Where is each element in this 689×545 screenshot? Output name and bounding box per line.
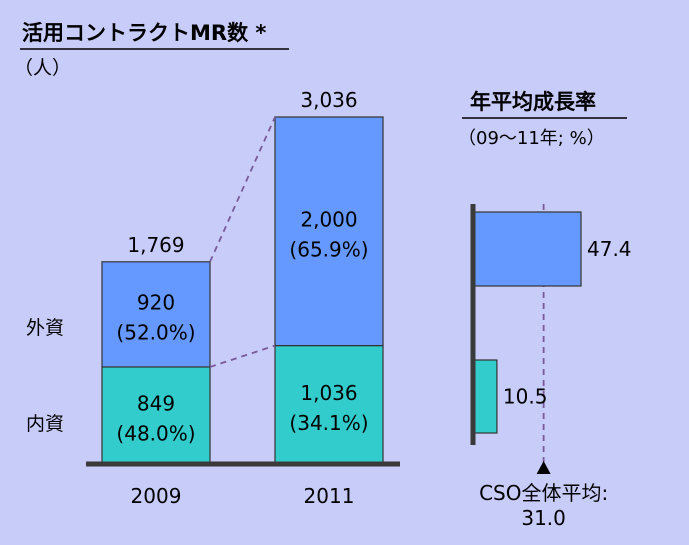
connector-mid bbox=[209, 344, 276, 368]
right-chart-subtitle: （09～11年; %） bbox=[458, 128, 605, 149]
series-label-naishi: 内資 bbox=[26, 413, 64, 435]
bar-2009-gaishi bbox=[101, 261, 211, 368]
reference-label: CSO全体平均: bbox=[479, 481, 608, 505]
bar-share-label: (34.1%) bbox=[289, 411, 368, 435]
right-chart-title: 年平均成長率 bbox=[470, 90, 596, 114]
series-label-gaishi: 外資 bbox=[26, 317, 64, 339]
right-bars-group: 47.4 10.5 CSO全体平均:31.0 bbox=[470, 204, 632, 530]
reference-marker bbox=[536, 461, 551, 474]
bar-share-label: (48.0%) bbox=[116, 421, 195, 445]
growth-bar-0 bbox=[472, 211, 582, 287]
growth-bar-label: 47.4 bbox=[587, 237, 632, 261]
bar-total-label: 1,769 bbox=[127, 233, 184, 257]
x-tick-label: 2009 bbox=[131, 484, 182, 508]
growth-bar-1 bbox=[472, 359, 498, 434]
growth-bar-label: 10.5 bbox=[503, 385, 548, 409]
left-unit-label: （人） bbox=[14, 57, 71, 79]
left-chart-title: 活用コントラクトMR数 * bbox=[22, 21, 266, 45]
bar-share-label: (65.9%) bbox=[289, 237, 368, 261]
bar-value-label: 849 bbox=[137, 391, 175, 415]
bar-value-label: 920 bbox=[137, 290, 175, 314]
bar-share-label: (52.0%) bbox=[116, 320, 195, 344]
connector-top bbox=[209, 116, 276, 263]
bar-value-label: 2,000 bbox=[300, 207, 357, 231]
bar-total-label: 3,036 bbox=[300, 88, 357, 112]
bar-value-label: 1,036 bbox=[300, 381, 357, 405]
left-bars-group: 849 (48.0%) 920 (52.0%) 1,769 2009 1,036 (34.1%… bbox=[101, 88, 384, 508]
reference-value-label: 31.0 bbox=[521, 506, 566, 530]
x-tick-label: 2011 bbox=[304, 484, 355, 508]
bar-2011-gaishi bbox=[274, 116, 384, 347]
